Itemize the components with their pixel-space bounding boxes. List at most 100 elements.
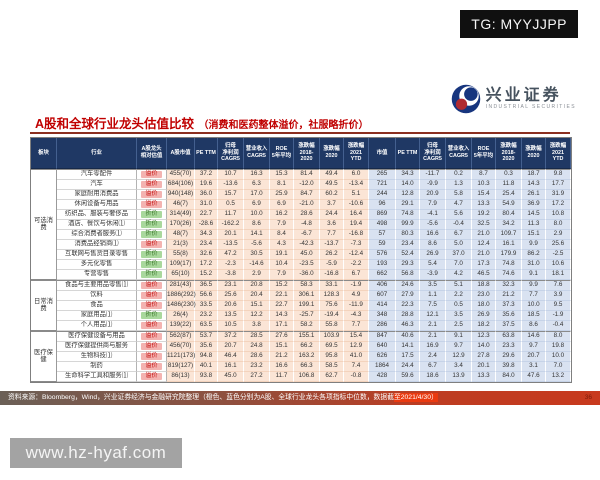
global-metric-cell: 27.8 [472,352,496,362]
global-metric-cell: 607 [369,291,396,301]
valuation-badge: 溢价 [140,321,162,330]
global-metric-cell: 12.9 [446,352,472,362]
global-metric-cell: 46.3 [396,321,420,331]
a-share-metric-cell: 3.7 [320,200,344,210]
global-metric-cell: 2.9 [546,230,571,240]
a-share-metric-cell: 12.2 [244,311,270,321]
global-metric-cell: 74.6 [496,270,522,280]
a-share-metric-cell: 8.6 [244,220,270,230]
a-share-metric-cell: 5.1 [344,190,369,200]
global-metric-cell: -5.6 [420,220,446,230]
valuation-badge: 溢价 [140,362,162,371]
global-metric-cell: 26.9 [420,250,446,260]
a-share-metric-cell: 16.4 [344,210,369,220]
a-share-metric-cell: 19.4 [344,220,369,230]
a-share-metric-cell: 84.7 [294,190,320,200]
table-row: 消费品经销商⑴ 溢价 21(3) 23.4 -13.5 -5.6 4.3 -42.3 -13.7… [31,240,571,250]
header-cell: 行业 [57,138,137,169]
a-share-metric-cell: 10.0 [244,210,270,220]
global-metric-cell: 99.9 [396,220,420,230]
global-metric-cell: 74.8 [396,210,420,220]
global-metric-cell: 21.0 [472,230,496,240]
a-share-metric-cell: 36.0 [195,190,218,200]
industry-cell: 酒店、餐饮与休闲⑴ [57,220,137,230]
global-metric-cell: 18.6 [420,372,446,382]
a-share-metric-cell: 163.2 [294,352,320,362]
a-share-metric-cell: 281(43) [167,280,195,291]
global-metric-cell: 16.9 [420,342,446,352]
global-metric-cell: 13.3 [472,200,496,210]
valuation-cell: 折价 [137,210,167,220]
a-share-metric-cell: 75.6 [320,301,344,311]
a-share-metric-cell: 7.9 [270,220,294,230]
global-metric-cell: 54.9 [496,200,522,210]
a-share-metric-cell: 69.5 [320,342,344,352]
a-share-metric-cell: 7.4 [344,362,369,372]
global-metric-cell: 3.5 [420,280,446,291]
header-cell: 归母 净利润 CAGR5 [420,138,446,169]
a-share-metric-cell: 128.3 [320,291,344,301]
global-metric-cell: 86.2 [522,250,546,260]
valuation-badge: 溢价 [140,342,162,351]
a-share-metric-cell: -2.2 [344,260,369,270]
global-metric-cell: 3.4 [446,362,472,372]
global-metric-cell: 8.7 [472,169,496,180]
a-share-metric-cell: 7.7 [320,230,344,240]
global-metric-cell: 32.5 [472,220,496,230]
a-share-metric-cell: 819(127) [167,362,195,372]
a-share-metric-cell: 22.7 [270,301,294,311]
global-metric-cell: 1.1 [420,291,446,301]
a-share-metric-cell: -2.3 [218,260,244,270]
a-share-metric-cell: 34.3 [195,230,218,240]
global-metric-cell: 74.8 [496,260,522,270]
global-metric-cell: 8.6 [522,321,546,331]
industry-cell: 饮料 [57,291,137,301]
global-metric-cell: 7.6 [546,280,571,291]
brand-name-en: INDUSTRIAL SECURITIES [485,104,576,110]
global-metric-cell: -9.9 [420,180,446,190]
global-metric-cell: 414 [369,301,396,311]
a-share-metric-cell: 13.5 [218,311,244,321]
table-row: 多元化零售 折价 109(17) 17.2 -2.3 -14.6 10.4 -23.5 -5.9… [31,260,571,270]
a-share-metric-cell: 21(3) [167,240,195,250]
table-row: 纺织品、服装与奢侈品 折价 314(49) 22.7 11.7 10.0 16.2 28.6 2… [31,210,571,220]
global-metric-cell: 6.7 [420,362,446,372]
global-metric-cell: 5.6 [446,210,472,220]
a-share-metric-cell: 27.6 [270,331,294,342]
valuation-cell: 折价 [137,250,167,260]
a-share-metric-cell: 86(13) [167,372,195,382]
global-metric-cell: 428 [369,372,396,382]
valuation-badge: 溢价 [140,332,162,341]
header-cell: 营业收入 CAGR5 [244,138,270,169]
global-metric-cell: 24.4 [396,362,420,372]
industry-cell: 汽车零配件 [57,169,137,180]
industry-cell: 休闲设备与用品 [57,200,137,210]
a-share-metric-cell: -25.7 [294,311,320,321]
global-metric-cell: 14.0 [472,342,496,352]
a-share-metric-cell: 109(17) [167,260,195,270]
global-metric-cell: 25.6 [546,240,571,250]
table-row: 汽车 溢价 684(106) 19.6 -13.6 6.3 8.1 -12.0 49.5 -13.… [31,180,571,190]
global-metric-cell: 8.0 [546,331,571,342]
global-metric-cell: 24.6 [396,280,420,291]
global-metric-cell: 640 [369,342,396,352]
a-share-metric-cell: -5.6 [244,240,270,250]
global-metric-cell: 59 [369,240,396,250]
a-share-metric-cell: 28.6 [244,352,270,362]
global-metric-cell: 31.9 [546,190,571,200]
global-metric-cell: 15.4 [472,190,496,200]
global-metric-cell: 16.6 [420,230,446,240]
title-underline [30,132,570,134]
global-metric-cell: 17.3 [472,260,496,270]
header-cell: 涨跌幅 2020 [320,138,344,169]
global-metric-cell: -4.1 [420,210,446,220]
global-metric-cell: 179.9 [496,250,522,260]
global-metric-cell: 12.8 [396,190,420,200]
a-share-metric-cell: 10.7 [218,169,244,180]
global-metric-cell: 1.3 [446,180,472,190]
global-metric-cell: 13.3 [472,372,496,382]
a-share-metric-cell: 16.1 [218,362,244,372]
global-metric-cell: 662 [369,270,396,280]
global-metric-cell: 7.9 [420,200,446,210]
sector-cell: 可选消费 [31,169,57,280]
